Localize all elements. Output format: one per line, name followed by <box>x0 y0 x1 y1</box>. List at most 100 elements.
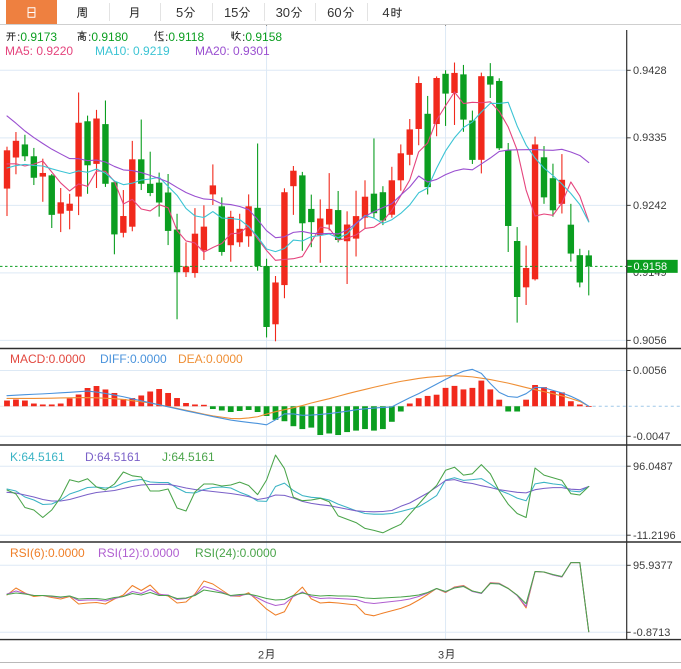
macd-bar <box>263 406 270 416</box>
k-label: K:64.5161 <box>10 450 65 464</box>
tab-period-30分[interactable]: 30 <box>264 0 316 24</box>
candle-body <box>442 73 449 94</box>
macd-bar <box>514 406 521 412</box>
candle-body <box>540 157 548 198</box>
candle-body <box>326 208 333 225</box>
cjk-glyph <box>128 6 141 19</box>
tab-period-15分[interactable]: 15 <box>212 0 264 24</box>
macd-bar <box>227 406 234 413</box>
current-price-badge-text: 0.9158 <box>633 260 668 273</box>
cjk-glyph <box>25 6 38 19</box>
tab-period-月[interactable] <box>109 0 161 24</box>
candle-body <box>433 77 440 125</box>
label-text: 4 <box>382 4 390 20</box>
ma20-info: MA20: 0.9301 <box>195 44 270 58</box>
candle-body <box>209 185 217 195</box>
macd-bar <box>380 406 386 430</box>
cjk-label <box>230 30 242 44</box>
cjk-glyph <box>238 6 251 19</box>
rsi6-line <box>6 562 590 633</box>
candle-body <box>272 282 279 325</box>
rsi24-line <box>6 562 590 633</box>
macd-bar <box>469 387 476 407</box>
macd-bar <box>406 403 413 407</box>
cjk-glyph <box>183 6 196 19</box>
current-price-badge <box>626 259 678 273</box>
macd-bar <box>13 399 19 407</box>
macd-bar <box>22 400 28 407</box>
candle-body <box>513 241 521 297</box>
macd-bar <box>317 406 324 436</box>
macd-bar <box>567 401 574 407</box>
candle-body <box>93 118 100 164</box>
tab-separator <box>315 3 317 21</box>
candle-body <box>111 182 118 235</box>
ma5-info: MA5: 0.9220 <box>5 44 74 58</box>
price-tick-1: 0.9335 <box>633 132 667 144</box>
tab-separator <box>263 3 265 21</box>
macd-bar <box>335 406 342 436</box>
j-label: J:64.5161 <box>162 450 215 464</box>
candle-body <box>415 83 422 129</box>
candle-body <box>182 266 190 273</box>
ma5-value: 0.9220 <box>36 44 74 58</box>
tab-period-周[interactable] <box>57 0 109 24</box>
candle-body <box>102 124 109 184</box>
macd-bar <box>156 389 163 407</box>
open-value: 0.9173 <box>20 30 58 44</box>
macd-bar <box>30 403 37 407</box>
cjk-glyph <box>290 6 303 19</box>
candle-body <box>236 228 243 243</box>
tab-separator <box>211 3 213 21</box>
price-tick-4: 0.9056 <box>633 334 667 347</box>
macd-bar <box>209 406 216 410</box>
candle-body <box>191 233 199 274</box>
k-line <box>6 477 590 515</box>
candle-body <box>200 226 208 251</box>
candle-body <box>39 172 46 177</box>
macd-bar <box>4 400 10 407</box>
label-text: 5 <box>175 4 184 20</box>
tab-separator <box>160 3 162 21</box>
cjk-glyph <box>390 6 403 19</box>
kdj-axis-min: -11.2196 <box>633 529 676 542</box>
macd-bar <box>541 387 547 407</box>
macd-bar <box>66 398 73 407</box>
cjk-label <box>76 30 88 44</box>
high-value: 0.9180 <box>91 30 129 44</box>
candle-body <box>75 122 82 197</box>
candle-body <box>173 229 181 273</box>
low-label: :0.9118 <box>153 30 204 44</box>
macd-bar <box>147 391 154 407</box>
macd-bar <box>496 399 503 407</box>
macd-bar <box>218 406 225 411</box>
candle-body <box>227 216 234 246</box>
macd-bar <box>451 385 458 407</box>
tab-period-5分[interactable]: 5 <box>160 0 212 24</box>
kdj-axis-max: 96.0487 <box>633 460 673 473</box>
candle-body <box>12 140 20 158</box>
candle-body <box>129 159 136 227</box>
tab-period-60分[interactable]: 60 <box>315 0 367 24</box>
tab-separator <box>366 3 368 21</box>
candle-body <box>155 182 163 203</box>
candle-body <box>406 129 413 155</box>
candle-body <box>308 208 315 223</box>
macd-bar <box>559 392 565 407</box>
candle-body <box>290 170 297 187</box>
macd-bar <box>57 403 64 407</box>
tab-period-4时[interactable]: 4 <box>367 0 419 24</box>
cjk-glyph <box>76 30 88 42</box>
tab-separator <box>108 3 110 21</box>
candle-body <box>263 265 270 327</box>
d-line <box>6 479 590 513</box>
label-text: 15 <box>223 4 239 20</box>
tab-period-日[interactable] <box>5 0 58 24</box>
dea-line <box>6 375 590 420</box>
macd-bar <box>532 384 538 407</box>
rsi12-label: RSI(12):0.0000 <box>98 546 180 560</box>
candle-body <box>478 76 485 160</box>
macd-bar <box>362 406 368 430</box>
high-label: :0.9180 <box>76 30 128 44</box>
